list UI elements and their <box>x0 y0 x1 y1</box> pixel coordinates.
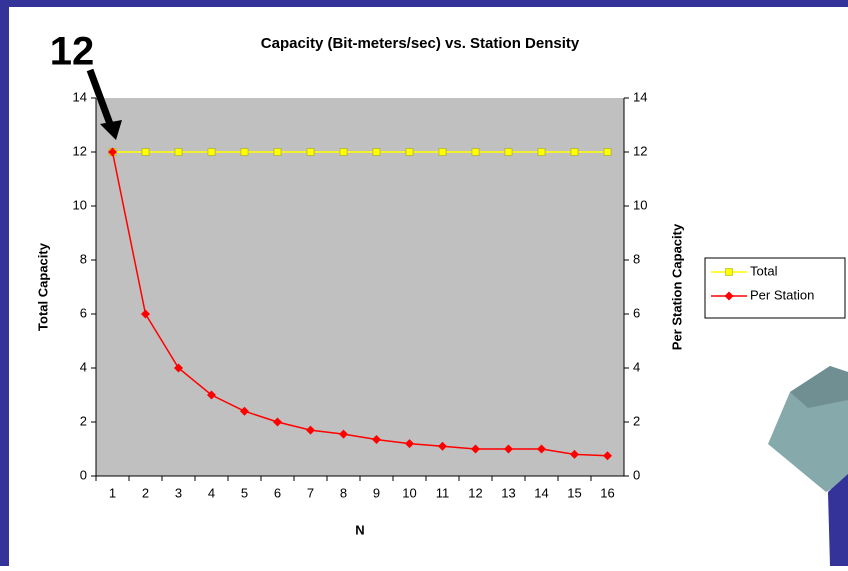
x-tick-label: 9 <box>373 485 380 500</box>
annotation-arrow <box>86 68 114 126</box>
data-point <box>306 425 315 435</box>
data-point <box>240 406 249 416</box>
legend-label: Per Station <box>750 287 814 302</box>
y-tick-label: 0 <box>80 467 87 482</box>
data-point <box>174 363 183 373</box>
legend-marker <box>724 291 734 301</box>
y-tick-label: 6 <box>80 305 87 320</box>
arrow-head <box>100 120 122 140</box>
x-tick-label: 5 <box>241 485 248 500</box>
x-tick-label: 1 <box>109 485 116 500</box>
x-tick-label: 10 <box>402 485 416 500</box>
data-point <box>273 148 282 156</box>
data-point <box>570 148 579 156</box>
y2-tick-label: 10 <box>633 197 647 212</box>
x-tick-label: 16 <box>600 485 614 500</box>
data-point <box>240 148 249 156</box>
y2-tick-label: 4 <box>633 359 640 374</box>
y2-tick-label: 14 <box>633 89 647 104</box>
data-point <box>405 439 414 449</box>
series-line <box>111 151 608 457</box>
x-tick-label: 15 <box>567 485 581 500</box>
y-tick-label: 14 <box>73 89 87 104</box>
legend-marker <box>725 268 733 276</box>
data-point <box>471 148 480 156</box>
y-axis-label: Total Capacity <box>35 242 50 331</box>
data-point <box>603 148 612 156</box>
data-point <box>372 435 381 445</box>
y2-axis-label: Per Station Capacity <box>669 223 684 350</box>
x-tick-label: 12 <box>468 485 482 500</box>
data-point <box>174 148 183 156</box>
y2-tick-label: 8 <box>633 251 640 266</box>
x-tick-label: 3 <box>175 485 182 500</box>
y-tick-label: 10 <box>73 197 87 212</box>
y2-tick-label: 12 <box>633 143 647 158</box>
chart-title: Capacity (Bit-meters/sec) vs. Station De… <box>261 35 580 52</box>
data-point <box>372 148 381 156</box>
x-tick-label: 8 <box>340 485 347 500</box>
data-point <box>306 148 315 156</box>
data-point <box>405 148 414 156</box>
legend-label: Total <box>750 263 778 278</box>
data-point <box>339 148 348 156</box>
x-tick-label: 11 <box>436 485 450 500</box>
data-point <box>438 441 447 451</box>
data-point <box>570 449 579 459</box>
y-tick-label: 2 <box>80 413 87 428</box>
top-band <box>0 0 848 7</box>
data-point <box>141 309 150 319</box>
y-tick-label: 12 <box>73 143 87 158</box>
y-tick-label: 4 <box>80 359 87 374</box>
decor-corner <box>828 474 848 566</box>
x-tick-label: 2 <box>142 485 149 500</box>
decor-box-top <box>790 366 848 408</box>
data-point <box>207 148 216 156</box>
data-point <box>537 444 546 454</box>
data-point <box>108 147 117 157</box>
y-tick-label: 8 <box>80 251 87 266</box>
y2-tick-label: 6 <box>633 305 640 320</box>
data-point <box>339 429 348 439</box>
x-tick-label: 4 <box>208 485 215 500</box>
left-band <box>0 0 9 566</box>
data-point <box>504 444 513 454</box>
annotation: 12 <box>50 30 95 74</box>
data-point <box>504 148 513 156</box>
data-point <box>471 444 480 454</box>
y2-tick-label: 0 <box>633 467 640 482</box>
data-point <box>537 148 546 156</box>
data-point <box>207 390 216 400</box>
x-tick-label: 6 <box>274 485 281 500</box>
data-point <box>603 451 612 461</box>
x-tick-label: 13 <box>501 485 515 500</box>
y2-tick-label: 2 <box>633 413 640 428</box>
data-point <box>273 417 282 427</box>
x-tick-label: 7 <box>307 485 314 500</box>
data-point <box>438 148 447 156</box>
x-axis-label: N <box>355 522 364 537</box>
x-tick-label: 14 <box>534 485 548 500</box>
plot-area <box>96 98 624 476</box>
data-point <box>141 148 150 156</box>
legend-box <box>704 257 846 319</box>
